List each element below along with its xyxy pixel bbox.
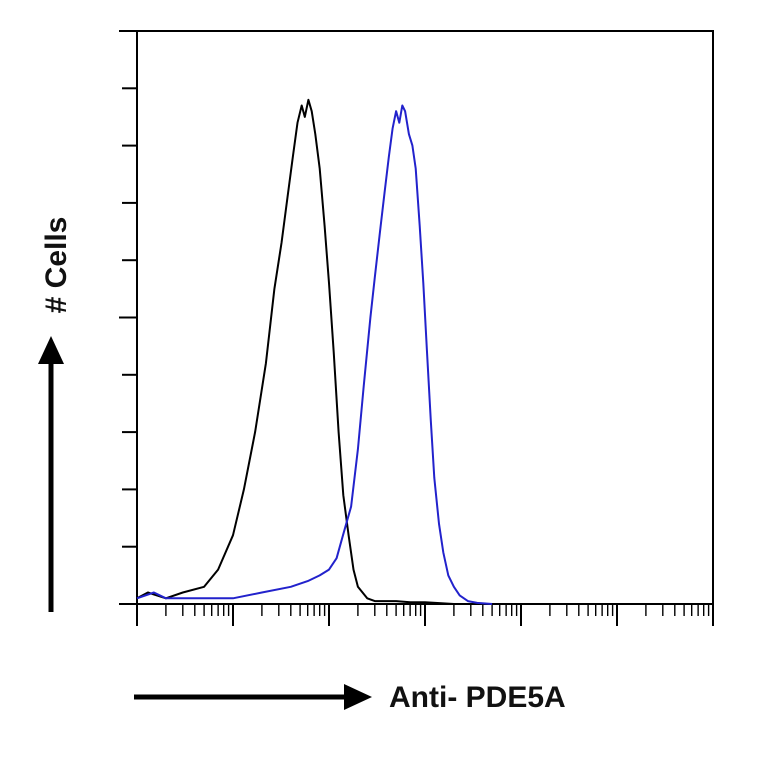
y-axis-arrowhead	[38, 336, 64, 364]
sample-histogram-line	[136, 104, 493, 605]
y-axis-title: # Cells	[40, 217, 73, 314]
x-axis-ticks	[136, 604, 714, 626]
x-axis-title: Anti- PDE5A	[389, 681, 566, 714]
y-axis-ticks	[119, 30, 137, 605]
series-layer	[136, 98, 493, 605]
control-histogram-line	[136, 98, 454, 605]
x-axis-arrowhead	[344, 684, 372, 710]
